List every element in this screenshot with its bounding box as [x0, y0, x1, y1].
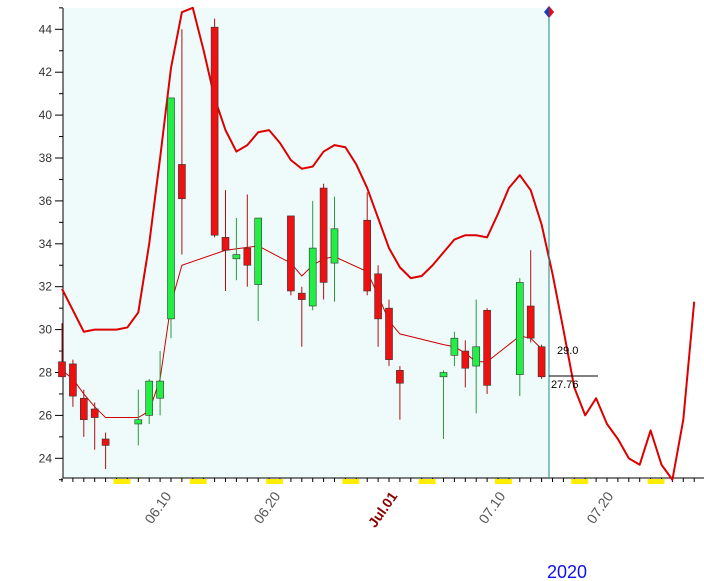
candle-up	[145, 378, 153, 424]
candle-up	[254, 217, 262, 322]
y-tick-label: 26	[39, 408, 53, 422]
axes	[55, 7, 704, 484]
weekend-marker	[571, 479, 589, 484]
candle-body	[101, 438, 110, 446]
candle-body	[537, 346, 546, 378]
upper-band-line	[61, 6, 696, 481]
candle-up	[330, 196, 339, 302]
candle-down	[385, 299, 393, 367]
y-tick-label: 38	[39, 151, 53, 165]
candle-down	[297, 286, 306, 347]
band-line-layer	[61, 6, 696, 481]
weekend-marker	[418, 479, 436, 484]
plot-shaded-region	[63, 8, 549, 478]
candle-body	[450, 337, 459, 356]
candle-body	[210, 26, 219, 236]
candle-body	[319, 187, 328, 283]
candle-body	[374, 273, 382, 320]
candle-down	[396, 366, 404, 420]
y-tick-label: 24	[39, 451, 53, 465]
candle-body	[396, 370, 404, 384]
price-label-upper: 29.0	[557, 345, 578, 357]
y-tick-label: 32	[39, 280, 53, 294]
candles	[58, 18, 546, 470]
weekend-marker	[342, 479, 360, 484]
cursor-marker-right	[549, 6, 554, 18]
candle-up	[167, 97, 175, 339]
candle-body	[90, 408, 99, 418]
candle-body	[483, 309, 491, 386]
weekend-marker	[266, 479, 283, 484]
candle-body	[515, 282, 524, 375]
candle-up	[308, 200, 317, 311]
candle-body	[58, 361, 66, 378]
candle-body	[461, 350, 470, 369]
weekend-marker	[113, 479, 131, 484]
y-tick-label: 40	[39, 108, 53, 122]
y-axis-labels: 24 26 28 30 32 34 36 38 40 42 44	[39, 22, 53, 465]
candle-body	[243, 247, 252, 266]
candle-body	[232, 254, 241, 260]
candle-body	[526, 305, 535, 339]
candle-body	[472, 346, 481, 367]
y-tick-label: 44	[39, 22, 53, 36]
weekend-marker	[647, 479, 665, 484]
candle-up	[439, 370, 448, 439]
candle-down	[69, 359, 77, 407]
candle-body	[134, 419, 143, 425]
candle-down	[221, 190, 230, 291]
candle-body	[156, 380, 164, 399]
y-tick-label: 34	[39, 237, 53, 251]
candle-body	[287, 215, 295, 292]
y-tick-label: 42	[39, 65, 53, 79]
candle-body	[178, 164, 186, 200]
candle-up	[472, 299, 481, 414]
candle-body	[439, 372, 448, 378]
candle-up	[134, 389, 143, 446]
candle-down	[374, 265, 382, 347]
cursor-overlay: 29.0 27.76	[544, 6, 598, 478]
candle-down	[363, 192, 372, 296]
candle-body	[308, 247, 317, 307]
candle-body	[145, 380, 153, 416]
candle-body	[363, 219, 372, 292]
candle-down	[483, 308, 491, 394]
candle-down	[537, 344, 546, 379]
candle-down	[461, 340, 470, 388]
candle-body	[80, 397, 88, 420]
candle-up	[156, 351, 164, 416]
candle-body	[297, 292, 306, 300]
candle-down	[210, 18, 219, 238]
weekend-marker	[495, 479, 512, 484]
candle-down	[178, 29, 186, 255]
y-tick-label: 36	[39, 194, 53, 208]
candle-body	[254, 217, 262, 285]
year-label: 2020	[547, 562, 587, 581]
candle-body	[385, 307, 393, 360]
candle-up	[515, 278, 524, 397]
candle-body	[69, 363, 77, 397]
candle-down	[243, 194, 252, 287]
price-label-lower: 27.76	[551, 379, 579, 391]
candle-down	[101, 432, 110, 470]
candle-down	[90, 402, 99, 450]
candle-up	[450, 331, 459, 367]
candle-down	[80, 389, 88, 437]
candle-down	[319, 183, 328, 300]
y-tick-label: 30	[39, 323, 53, 337]
candle-down	[287, 215, 295, 296]
shaded-area	[63, 8, 549, 478]
y-tick-label: 28	[39, 366, 53, 380]
candle-down	[526, 250, 535, 343]
candle-up	[232, 218, 241, 281]
candle-body	[167, 97, 175, 320]
candle-down	[58, 323, 66, 378]
weekend-marker	[189, 479, 207, 484]
candle-body	[221, 237, 230, 251]
candle-body	[330, 228, 339, 264]
